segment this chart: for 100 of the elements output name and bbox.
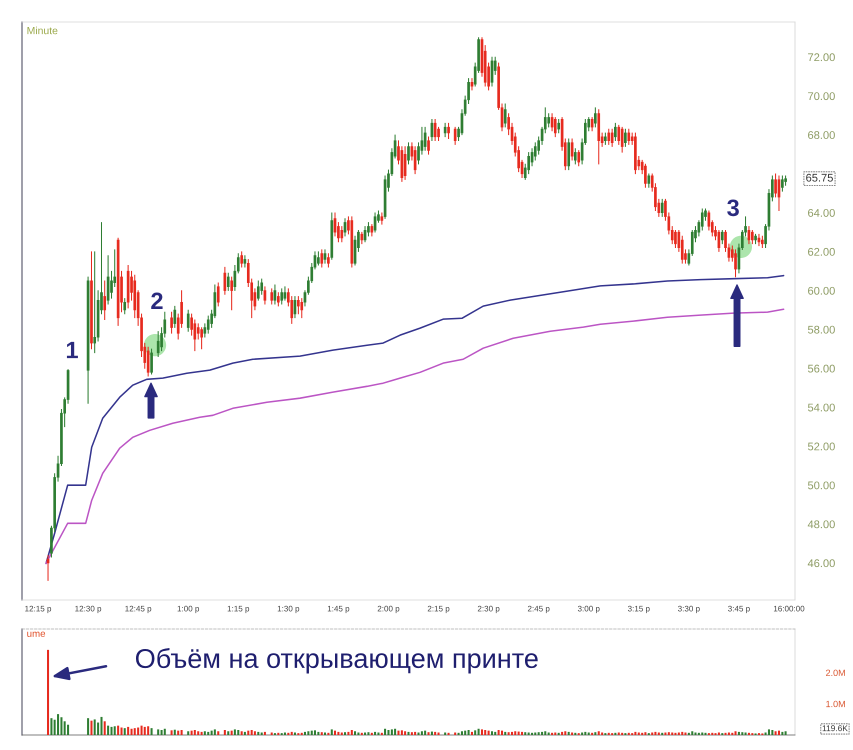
bar [100,716,103,735]
bar [397,730,400,735]
candlestick [103,280,106,320]
bar [410,732,413,735]
bar [428,732,430,735]
bar [430,732,433,735]
chart-title: Minute [27,26,58,34]
bar [130,728,133,735]
bar [681,732,684,735]
bar [568,732,570,735]
candlestick [754,234,757,244]
annotation: Объём на открывающем принте [136,648,538,674]
bar [424,730,426,735]
candlestick [470,78,474,90]
candlestick [300,298,304,318]
bar [320,732,323,735]
bar [187,731,190,735]
bar [654,732,656,735]
y-tick-label: 54.00 [808,404,835,412]
bar [781,732,784,735]
bar [204,731,206,735]
bar [498,730,500,735]
bar [634,732,636,735]
bar [514,731,516,735]
bar [90,720,93,735]
bar [94,719,96,735]
text: 119.6K [822,725,848,732]
bar [307,731,310,735]
x-tick-label: 2:30 p [478,606,500,614]
bar [164,728,166,735]
bar [691,731,694,735]
x-tick-label: 16:00:00 [774,606,804,612]
bar [157,729,160,735]
bar [227,731,230,735]
bar [337,732,340,735]
bar [420,731,423,735]
bar [524,732,526,735]
y-tick-label: 50.00 [808,481,835,490]
bar [434,732,436,735]
y-tick-label: 58.00 [808,326,835,334]
bar [150,728,153,735]
x-tick-label: 3:45 p [728,606,750,614]
x-tick-label: 1:30 p [278,606,300,614]
x-tick-label: 12:45 p [125,606,152,614]
bar [387,730,390,735]
x-tick-label: 3:30 p [678,606,700,614]
bar [384,728,386,735]
x-tick-label: 1:15 p [228,606,250,614]
bar [741,732,744,735]
bar [170,730,173,735]
bar [177,730,180,735]
bar [354,731,356,735]
bar [127,726,130,735]
bar [47,650,50,735]
bar [314,730,316,735]
bar [194,730,196,735]
bar [124,728,126,735]
bar [490,731,494,735]
bar [244,732,246,735]
bar [347,732,350,735]
bar [310,730,313,735]
bar [190,730,193,735]
bar [350,730,353,735]
bar [478,728,480,735]
bar [134,728,136,735]
bar [144,726,146,735]
bar [400,730,403,735]
bar [644,732,646,735]
bar [484,730,486,735]
bar [734,731,737,735]
bar [414,732,416,735]
x-tick-label: 3:15 p [628,606,650,614]
y-tick-label: 70.00 [808,92,835,100]
bar [504,732,506,735]
candlestick [557,119,560,134]
x-tick-label: 12:30 p [75,606,102,614]
bar [114,726,116,735]
x-tick-label: 3:00 p [578,606,600,614]
bar [254,731,256,735]
bar [390,729,393,735]
bar [344,732,346,735]
bar [304,732,306,735]
bar [598,731,600,735]
bar [494,732,496,735]
bar [404,731,406,735]
bar [57,714,60,735]
candlestick [46,554,50,581]
bar [561,732,564,735]
bar [480,729,484,735]
bar [521,732,524,735]
x-tick-label: 1:45 p [328,606,350,614]
bar [247,730,250,735]
bar [217,731,220,735]
y-tick-label: 60.00 [808,286,835,295]
bar [488,730,490,735]
y-tick-label: 72.00 [808,53,835,62]
y-tick-label: 64.00 [808,208,835,217]
bar [140,726,143,735]
bar [474,730,476,735]
bar [508,732,510,735]
